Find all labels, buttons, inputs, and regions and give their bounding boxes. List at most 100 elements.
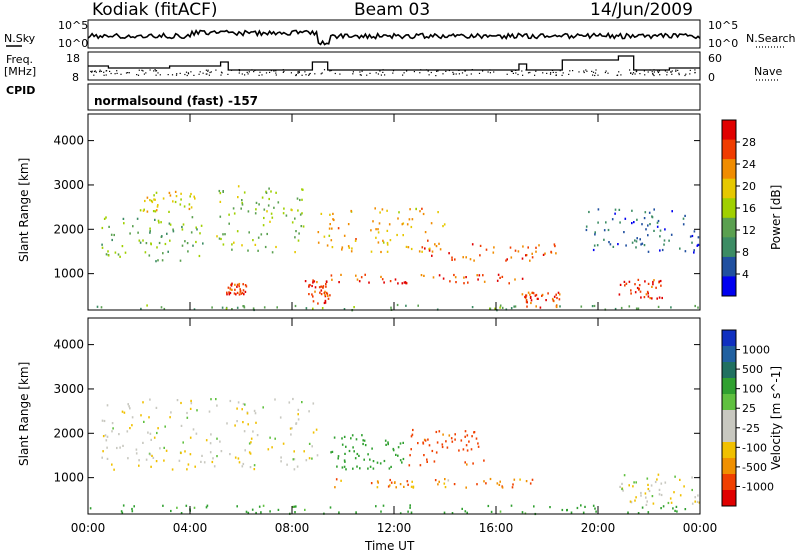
- heatmap-cell: [659, 279, 662, 283]
- heatmap-cell: [442, 277, 445, 280]
- heatmap-cell: [265, 190, 267, 193]
- nave-point: [94, 70, 96, 72]
- heatmap-cell: [679, 494, 682, 497]
- heatmap-cell: [311, 457, 313, 460]
- heatmap-cell: [193, 506, 196, 509]
- heatmap-cell: [380, 250, 382, 254]
- nave-point: [471, 69, 473, 71]
- heatmap-cell: [614, 212, 616, 215]
- heatmap-cell: [160, 221, 162, 224]
- nave-point: [199, 71, 201, 73]
- heatmap-cell: [330, 274, 333, 277]
- heatmap-cell: [431, 250, 434, 253]
- heatmap-cell: [244, 284, 247, 287]
- heatmap-cell: [631, 241, 634, 244]
- nave-point: [585, 69, 587, 71]
- heatmap-cell: [594, 231, 596, 234]
- nave-point: [301, 74, 303, 76]
- heatmap-cell: [210, 433, 212, 436]
- heatmap-cell: [121, 410, 124, 413]
- heatmap-cell: [308, 457, 311, 460]
- heatmap-cell: [144, 251, 147, 254]
- heatmap-cell: [247, 511, 250, 514]
- heatmap-cell: [529, 296, 532, 299]
- heatmap-cell: [467, 281, 469, 284]
- station-title: Kodiak (fitACF): [92, 0, 218, 20]
- heatmap-cell: [181, 244, 184, 247]
- power-ylabel: Slant Range [km]: [17, 157, 31, 262]
- heatmap-cell: [308, 293, 310, 296]
- heatmap-cell: [330, 239, 333, 242]
- heatmap-cell: [428, 444, 431, 447]
- heatmap-cell: [280, 456, 282, 459]
- heatmap-cell: [660, 482, 663, 485]
- heatmap-cell: [652, 280, 654, 284]
- heatmap-cell: [152, 456, 155, 459]
- heatmap-cell: [596, 244, 599, 247]
- nave-point: [643, 70, 645, 72]
- heatmap-cell: [399, 512, 402, 515]
- beam-title: Beam 03: [354, 0, 431, 20]
- nave-point: [517, 73, 519, 76]
- colorbar-segment: [722, 217, 736, 238]
- nave-point: [359, 74, 361, 76]
- heatmap-cell: [231, 248, 233, 251]
- heatmap-cell: [118, 433, 120, 436]
- colorbar-segment: [722, 490, 736, 507]
- nave-point: [330, 69, 332, 72]
- x-tick-label: 16:00: [479, 521, 514, 535]
- heatmap-cell: [427, 239, 429, 242]
- heatmap-cell: [648, 211, 651, 214]
- heatmap-cell: [430, 222, 433, 225]
- heatmap-cell: [442, 433, 444, 436]
- heatmap-cell: [659, 249, 661, 252]
- heatmap-cell: [298, 232, 300, 235]
- heatmap-cell: [477, 278, 479, 281]
- nave-point: [684, 74, 686, 77]
- heatmap-cell: [158, 221, 160, 224]
- y-tick-label: 1000: [53, 267, 84, 281]
- heatmap-cell: [295, 230, 297, 233]
- heatmap-cell: [643, 244, 646, 247]
- heatmap-cell: [155, 191, 158, 194]
- noise-tick-bottom: 10^0: [58, 37, 89, 50]
- heatmap-cell: [151, 454, 153, 457]
- heatmap-cell: [527, 291, 530, 294]
- heatmap-cell: [344, 460, 346, 463]
- nave-point: [511, 70, 513, 73]
- nave-point: [569, 70, 571, 72]
- nave-point: [175, 74, 178, 76]
- nave-point: [138, 69, 140, 71]
- heatmap-cell: [653, 229, 655, 232]
- heatmap-cell: [471, 243, 474, 246]
- colorbar-tick-label: 8: [742, 246, 749, 259]
- heatmap-cell: [228, 213, 230, 216]
- heatmap-cell: [190, 206, 193, 209]
- heatmap-cell: [471, 435, 473, 438]
- heatmap-cell: [325, 291, 328, 294]
- nave-point: [592, 74, 594, 76]
- heatmap-cell: [194, 197, 196, 200]
- heatmap-cell: [243, 430, 246, 433]
- heatmap-cell: [622, 489, 624, 492]
- heatmap-cell: [107, 254, 110, 257]
- heatmap-cell: [148, 416, 150, 419]
- nave-point: [206, 73, 208, 75]
- nave-point: [694, 69, 696, 71]
- heatmap-cell: [111, 430, 113, 433]
- heatmap-cell: [324, 290, 326, 293]
- heatmap-cell: [180, 401, 182, 405]
- heatmap-cell: [297, 209, 299, 212]
- nave-point: [493, 71, 495, 73]
- heatmap-cell: [101, 419, 104, 422]
- nave-point: [632, 72, 635, 74]
- heatmap-cell: [344, 452, 346, 455]
- heatmap-cell: [225, 307, 228, 310]
- heatmap-cell: [355, 438, 358, 441]
- heatmap-cell: [238, 282, 241, 286]
- heatmap-cell: [383, 459, 386, 463]
- heatmap-cell: [241, 465, 244, 468]
- noise-tick-bottom-right: 10^0: [708, 37, 739, 50]
- heatmap-cell: [396, 303, 399, 307]
- heatmap-cell: [660, 507, 662, 510]
